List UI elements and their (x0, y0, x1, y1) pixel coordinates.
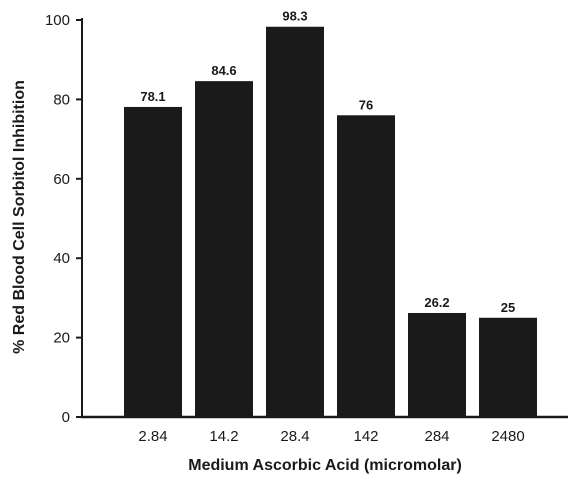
bar-28.4 (266, 26, 324, 418)
bar-14.2 (195, 81, 253, 417)
x-tick-label: 2.84 (138, 428, 167, 445)
x-tick-label: 2480 (491, 428, 524, 445)
bar-2.84 (124, 106, 182, 418)
x-axis-title: Medium Ascorbic Acid (micromolar) (188, 457, 462, 474)
y-tick-label: 40 (53, 250, 70, 267)
bar-value-label: 25 (501, 300, 515, 315)
y-axis-ticks: 0 20 40 60 80 100 (45, 12, 82, 426)
bar-data-labels: 78.1 84.6 98.3 76 26.2 25 (140, 9, 515, 315)
y-tick-label: 60 (53, 171, 70, 188)
bar-value-label: 84.6 (211, 63, 236, 78)
x-tick-label: 14.2 (209, 428, 238, 445)
bar-value-label: 98.3 (282, 9, 307, 24)
bar-value-label: 26.2 (424, 295, 449, 310)
x-axis-tick-labels: 2.84 14.2 28.4 142 284 2480 (138, 428, 524, 445)
x-tick-label: 284 (424, 428, 449, 445)
x-tick-label: 28.4 (280, 428, 309, 445)
bars (124, 26, 537, 418)
y-tick-label: 100 (45, 12, 70, 29)
y-tick-label: 20 (53, 330, 70, 347)
bar-value-label: 78.1 (140, 89, 165, 104)
bar-value-label: 76 (359, 97, 373, 112)
y-tick-label: 80 (53, 91, 70, 108)
y-tick-label: 0 (62, 409, 70, 426)
y-axis-title: % Red Blood Cell Sorbitol Inhibition (11, 80, 28, 354)
bar-284 (408, 312, 466, 417)
x-tick-label: 142 (353, 428, 378, 445)
bar-2480 (479, 317, 537, 417)
bar-142 (337, 115, 395, 417)
